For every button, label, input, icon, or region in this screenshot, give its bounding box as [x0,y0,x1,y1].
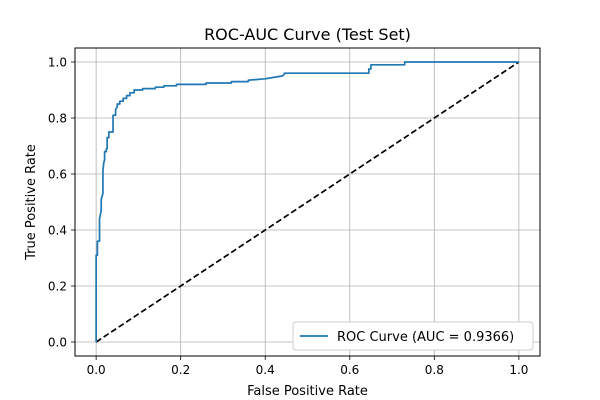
y-tick-label: 0.8 [48,112,67,126]
y-tick-label: 0.4 [48,224,67,238]
x-tick-label: 0.8 [425,363,444,377]
roc-curve-line [95,61,519,342]
y-tick-label: 0.6 [48,168,67,182]
x-tick-label: 0.6 [340,363,359,377]
y-tick-label: 0.0 [48,336,67,350]
y-axis-label: True Positive Rate [24,144,39,261]
legend-label-roc: ROC Curve (AUC = 0.9366) [337,330,514,345]
y-axis-ticks: 0.0 0.2 0.4 0.6 0.8 1.0 [48,56,75,350]
series-layer [95,61,520,343]
y-tick-label: 1.0 [48,56,67,70]
chart-title: ROC-AUC Curve (Test Set) [204,25,411,44]
x-tick-label: 0.2 [171,363,190,377]
x-tick-label: 1.0 [509,363,528,377]
chance-diagonal-line [95,61,520,343]
x-tick-label: 0.0 [87,363,106,377]
y-tick-label: 0.2 [48,280,67,294]
legend-box [292,321,534,351]
x-axis-label: False Positive Rate [247,384,368,399]
plot-frame [74,47,541,357]
legend: ROC Curve (AUC = 0.9366) [292,321,534,351]
x-axis-ticks: 0.0 0.2 0.4 0.6 0.8 1.0 [87,356,528,377]
x-tick-label: 0.4 [256,363,275,377]
